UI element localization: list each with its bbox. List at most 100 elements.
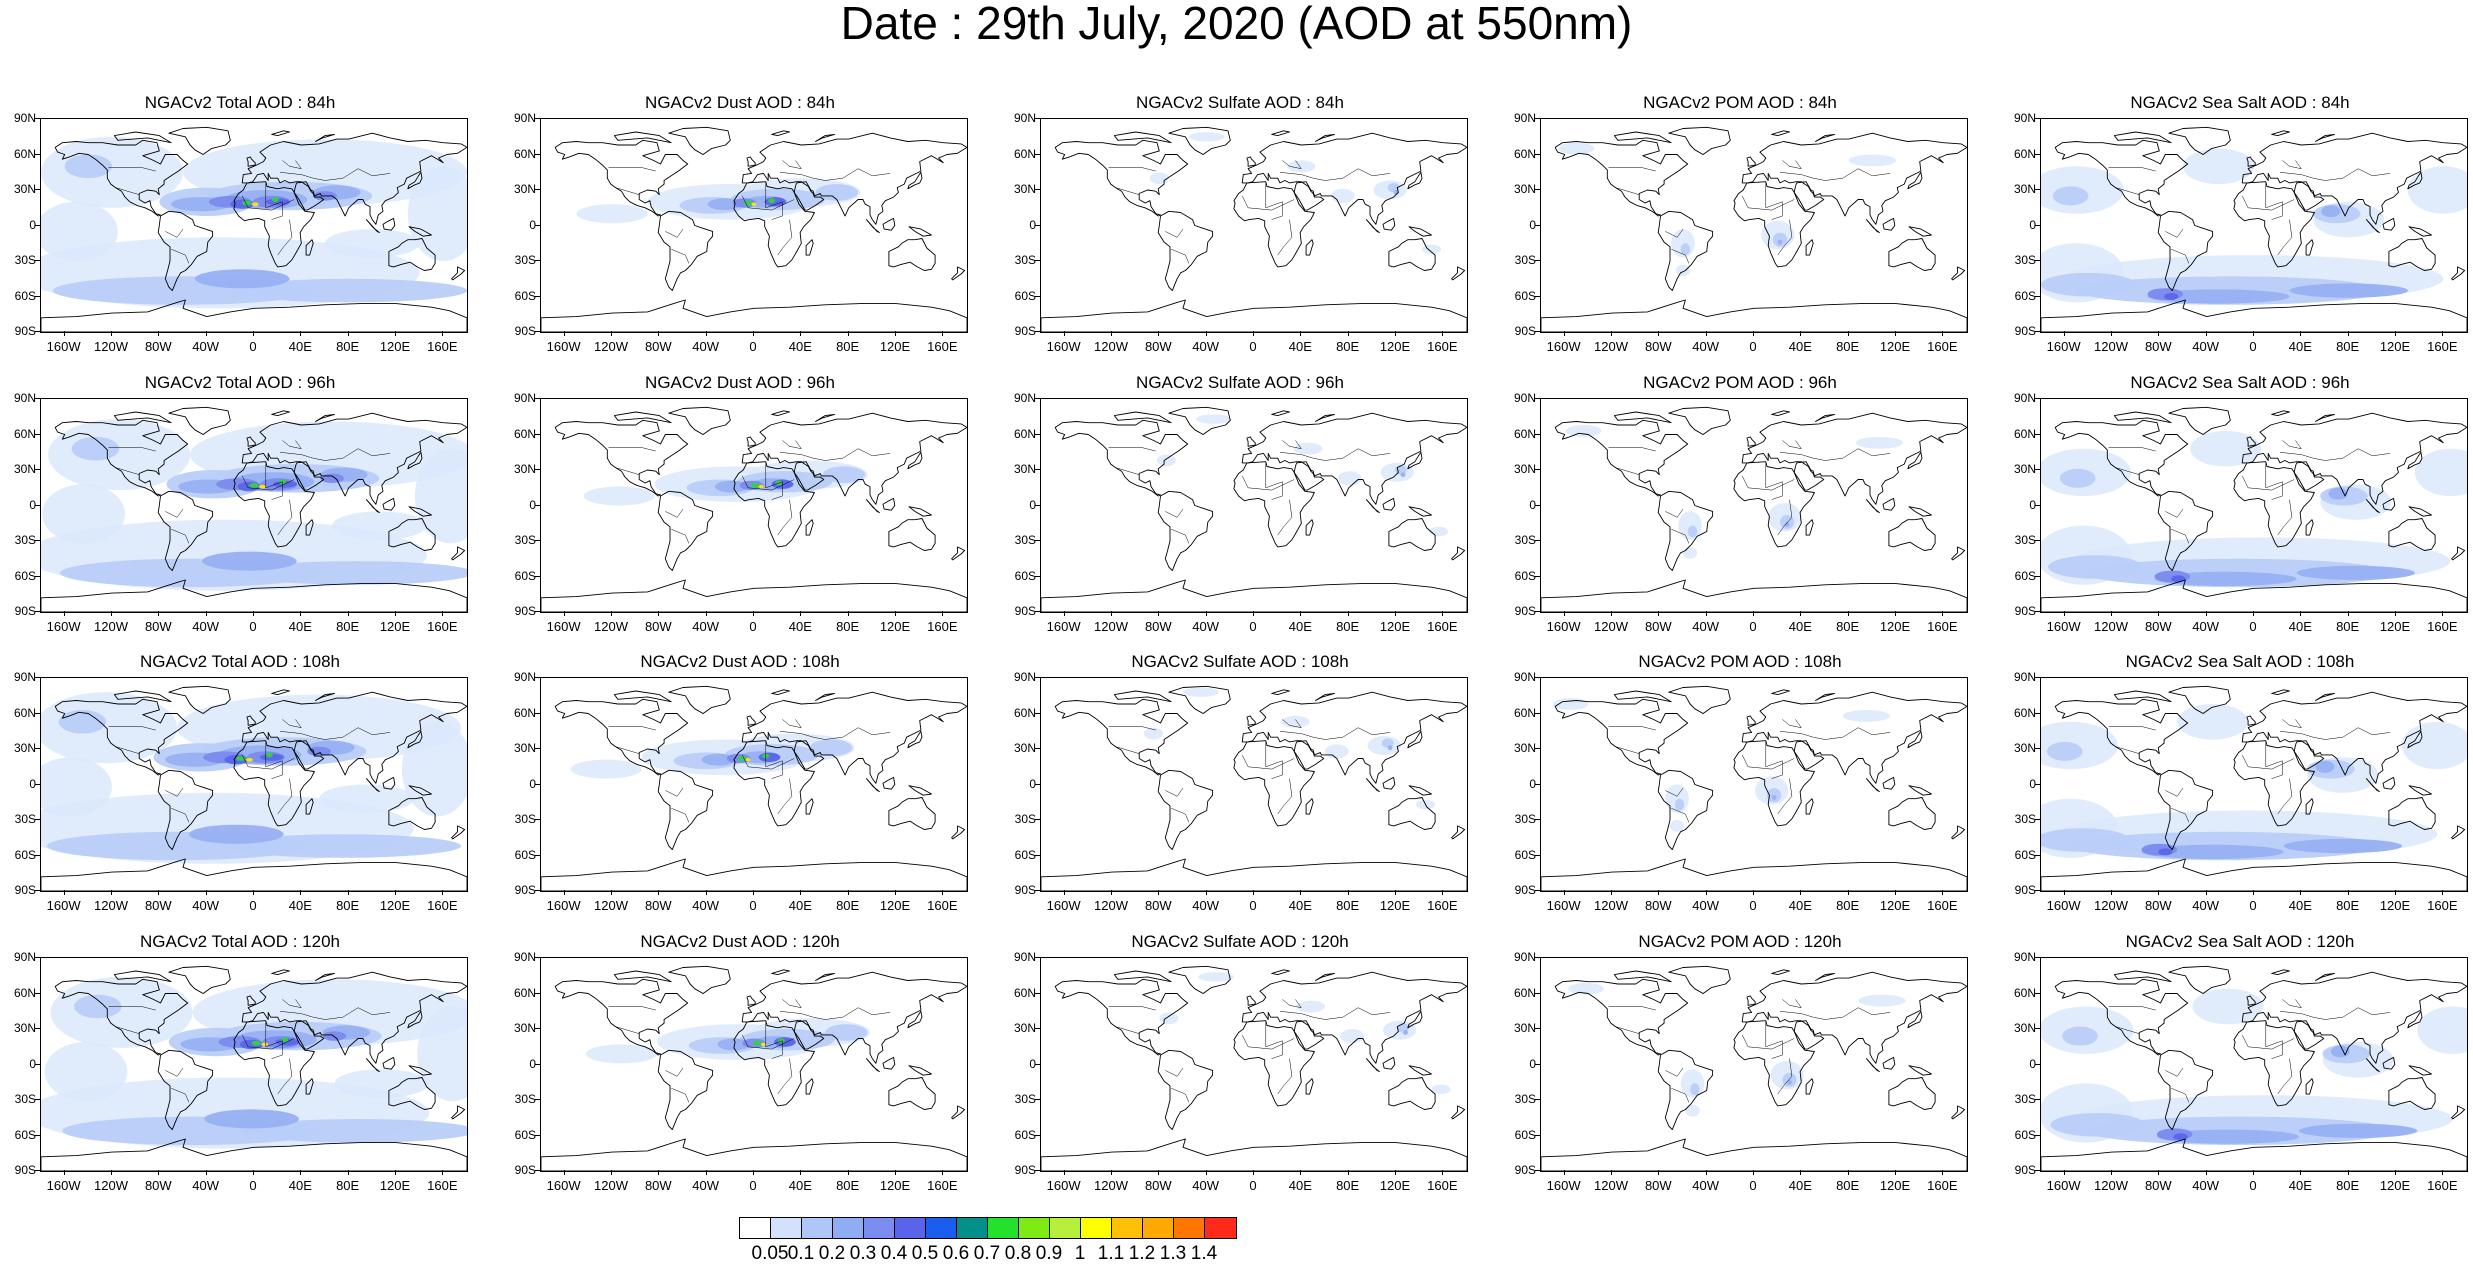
lat-tick bbox=[1535, 854, 1540, 856]
coastline bbox=[1771, 410, 1790, 417]
coastline bbox=[1951, 1105, 1966, 1120]
aod-field-patch bbox=[1429, 526, 1449, 537]
aod-field-patch bbox=[1685, 1104, 1700, 1117]
lat-label: 0 bbox=[1529, 497, 1536, 512]
coastline bbox=[1907, 171, 1923, 190]
coastline bbox=[1746, 156, 1756, 167]
panel-title: NGACv2 Dust AOD : 108h bbox=[640, 652, 840, 671]
panel-title: NGACv2 Sulfate AOD : 84h bbox=[1136, 93, 1344, 112]
lat-tick bbox=[535, 469, 540, 470]
aod-field-patch bbox=[1143, 727, 1163, 740]
lon-tick bbox=[158, 611, 160, 616]
lon-label: 40W bbox=[2192, 619, 2220, 634]
lon-label: 80W bbox=[144, 1178, 172, 1193]
aod-field-patch bbox=[2283, 838, 2402, 854]
lat-tick bbox=[535, 1170, 540, 1171]
lon-tick bbox=[1563, 890, 1565, 895]
lon-label: 120W bbox=[94, 619, 128, 634]
lon-label: 0 bbox=[749, 339, 757, 354]
country-border bbox=[1779, 727, 1891, 740]
lat-label: 0 bbox=[2029, 217, 2036, 232]
country-border bbox=[779, 1007, 891, 1020]
lat-label: 90N bbox=[1013, 670, 1036, 684]
country-border bbox=[1265, 1020, 1283, 1059]
country-border bbox=[777, 499, 793, 536]
lon-tick bbox=[1563, 331, 1565, 336]
country-border bbox=[2241, 475, 2295, 491]
country-border bbox=[1671, 807, 1690, 823]
coastline bbox=[451, 546, 466, 561]
coastline bbox=[2451, 825, 2466, 840]
coastline bbox=[246, 436, 256, 447]
lon-label: 40E bbox=[2288, 619, 2312, 634]
lon-tick bbox=[2205, 611, 2207, 616]
lat-label: 60S bbox=[514, 1127, 536, 1142]
coastline bbox=[951, 546, 966, 561]
lat-label: 90N bbox=[1013, 950, 1036, 964]
map-frame bbox=[1540, 118, 1968, 333]
coastline bbox=[1771, 969, 1790, 976]
lon-tick bbox=[111, 890, 112, 895]
country-border bbox=[277, 778, 293, 815]
lon-label: 80E bbox=[1336, 1178, 1360, 1193]
colorbar-swatch bbox=[770, 1217, 803, 1239]
lon-label: 80W bbox=[1644, 898, 1672, 913]
coastline bbox=[2388, 1077, 2436, 1110]
country-border bbox=[1277, 499, 1293, 536]
coastline bbox=[1907, 451, 1923, 470]
lon-label: 160E bbox=[927, 619, 958, 634]
coastline bbox=[157, 1049, 214, 1131]
lat-tick bbox=[535, 611, 540, 612]
aod-field-patch bbox=[1675, 264, 1691, 277]
aod-field-patch bbox=[1400, 472, 1406, 478]
lat-label: 0 bbox=[1029, 776, 1036, 791]
lon-label: 160W bbox=[1046, 619, 1081, 634]
lat-label: 60N bbox=[1513, 146, 1536, 161]
lat-label: 60N bbox=[13, 426, 36, 441]
colorbar-label: 0.2 bbox=[818, 1243, 846, 1264]
coastline bbox=[1246, 715, 1256, 726]
lon-tick bbox=[2347, 611, 2349, 616]
map-panel: NGACv2 Sea Salt AOD : 120h 90N 60N 30N 0 30S 6… bbox=[2000, 932, 2473, 1218]
panel-title: NGACv2 Total AOD : 96h bbox=[144, 373, 336, 392]
lat-label: 90N bbox=[13, 391, 36, 405]
country-border bbox=[1765, 461, 1783, 500]
lon-label: 160E bbox=[927, 1178, 958, 1193]
lat-tick bbox=[1535, 260, 1540, 261]
lon-label: 160E bbox=[927, 898, 958, 913]
lon-tick bbox=[442, 331, 444, 336]
lon-tick bbox=[1942, 1170, 1944, 1175]
coastline bbox=[157, 490, 214, 572]
lat-label: 30N bbox=[13, 741, 36, 755]
lat-label: 90S bbox=[14, 883, 36, 897]
country-border bbox=[1665, 508, 1684, 518]
country-border bbox=[2277, 1058, 2293, 1095]
aod-field-patch bbox=[332, 511, 427, 540]
coastline bbox=[1388, 797, 1436, 830]
coastline bbox=[1451, 266, 1466, 281]
coastline bbox=[613, 690, 672, 703]
country-border bbox=[1741, 475, 1795, 491]
coastline bbox=[305, 519, 314, 536]
panel-title: NGACv2 Sea Salt AOD : 96h bbox=[2130, 373, 2350, 392]
lat-label: 90S bbox=[1014, 324, 1036, 338]
lon-label: 0 bbox=[749, 619, 757, 634]
coastline bbox=[315, 692, 335, 701]
coastline bbox=[1168, 685, 1231, 714]
map-frame bbox=[1040, 677, 1468, 892]
coastline bbox=[1113, 411, 1172, 424]
coastline bbox=[271, 410, 290, 417]
lon-label: 80W bbox=[1144, 1178, 1172, 1193]
lon-tick bbox=[1705, 1170, 1707, 1175]
panel-title: NGACv2 POM AOD : 108h bbox=[1638, 652, 1842, 671]
lat-tick bbox=[2035, 189, 2040, 190]
aod-field-patch bbox=[1787, 1079, 1792, 1085]
coastline bbox=[1815, 413, 1835, 422]
lat-tick bbox=[1035, 224, 1040, 226]
lat-label: 60S bbox=[1514, 1127, 1536, 1142]
coastline bbox=[233, 181, 315, 268]
lon-label: 120W bbox=[1094, 619, 1128, 634]
coastline bbox=[1908, 506, 1932, 517]
lat-label: 30N bbox=[1513, 462, 1536, 476]
aod-map bbox=[541, 126, 967, 332]
